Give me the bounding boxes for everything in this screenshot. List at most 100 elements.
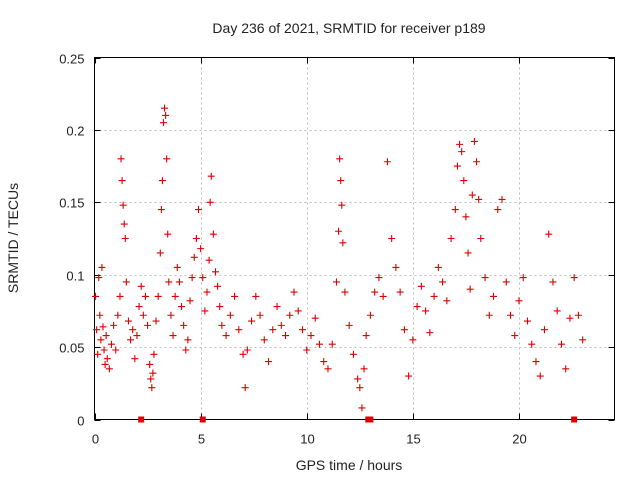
data-point [100, 346, 108, 354]
data-point [103, 355, 111, 363]
data-point [290, 288, 298, 296]
data-point [336, 155, 344, 163]
data-point [396, 288, 404, 296]
x-tick-label: 20 [512, 432, 526, 447]
data-point [156, 249, 164, 257]
data-point [269, 326, 277, 334]
data-point [165, 278, 173, 286]
data-point [379, 292, 387, 300]
data-point [485, 311, 493, 319]
data-point [434, 263, 442, 271]
data-point [93, 326, 101, 334]
data-point [231, 292, 239, 300]
data-point [167, 311, 175, 319]
data-point [252, 292, 260, 300]
data-point [490, 292, 498, 300]
data-point [439, 278, 447, 286]
axis-marker [367, 416, 374, 423]
data-point [464, 249, 472, 257]
data-point [553, 307, 561, 315]
data-point [528, 340, 536, 348]
data-point [182, 346, 190, 354]
data-point [523, 317, 531, 325]
data-point [443, 297, 451, 305]
data-point [574, 311, 582, 319]
axis-marker [571, 416, 578, 423]
data-point [117, 155, 125, 163]
data-point [152, 317, 160, 325]
data-point [462, 213, 470, 221]
data-point [235, 326, 243, 334]
data-point [150, 350, 158, 358]
y-tick-label: 0.1 [66, 269, 84, 284]
data-point [180, 321, 188, 329]
data-point [169, 332, 177, 340]
data-point [388, 235, 396, 242]
data-point [303, 346, 311, 354]
data-point [409, 336, 417, 344]
data-point [519, 274, 527, 282]
data-point [121, 235, 129, 242]
data-point [175, 278, 183, 286]
data-point [201, 307, 209, 315]
data-point [358, 404, 366, 412]
data-point [148, 384, 156, 392]
data-point [324, 365, 332, 373]
axis-marker [199, 416, 206, 423]
data-point [260, 336, 268, 344]
data-point [299, 326, 306, 334]
y-tick-label: 0.2 [66, 124, 84, 139]
data-point [95, 274, 103, 282]
data-point [362, 332, 370, 340]
grid [94, 57, 615, 420]
data-point [122, 278, 130, 286]
data-point [447, 235, 455, 242]
data-point [511, 332, 519, 340]
data-point [392, 263, 400, 271]
x-tick-label: 5 [198, 432, 205, 447]
data-point [158, 177, 166, 185]
x-tick-label: 15 [406, 432, 420, 447]
data-point [192, 235, 200, 242]
data-point [349, 350, 357, 358]
data-point [226, 311, 234, 319]
data-point [540, 326, 548, 334]
data-point [203, 288, 211, 296]
data-point [133, 332, 141, 340]
data-point [536, 372, 544, 380]
chart-title: Day 236 of 2021, SRMTID for receiver p18… [212, 20, 485, 36]
data-point [248, 317, 256, 325]
data-point [178, 303, 186, 311]
data-point [468, 191, 476, 199]
x-ticks: 0 5 10 15 20 [92, 57, 527, 447]
data-point [366, 311, 374, 319]
data-point [205, 256, 213, 264]
data-point [338, 201, 346, 209]
axis-marker [138, 416, 145, 423]
data-point [341, 288, 349, 296]
data-point [481, 274, 489, 282]
data-point [119, 201, 127, 209]
data-point [273, 303, 281, 311]
data-point [515, 297, 523, 305]
data-point [311, 314, 319, 322]
data-point [466, 285, 474, 293]
data-point [339, 239, 347, 247]
data-point [96, 311, 104, 319]
data-points [92, 104, 587, 412]
data-point [243, 346, 251, 354]
data-point [475, 195, 483, 203]
data-point [320, 358, 328, 366]
data-point [137, 282, 145, 290]
data-point [286, 311, 294, 319]
data-point [162, 111, 170, 119]
data-point [107, 340, 115, 348]
data-point [163, 155, 171, 163]
data-point [99, 323, 107, 331]
data-point [277, 321, 285, 329]
data-point [101, 360, 109, 368]
data-point [470, 137, 478, 145]
data-point [328, 340, 336, 348]
data-point [282, 332, 290, 340]
data-point [337, 177, 345, 185]
